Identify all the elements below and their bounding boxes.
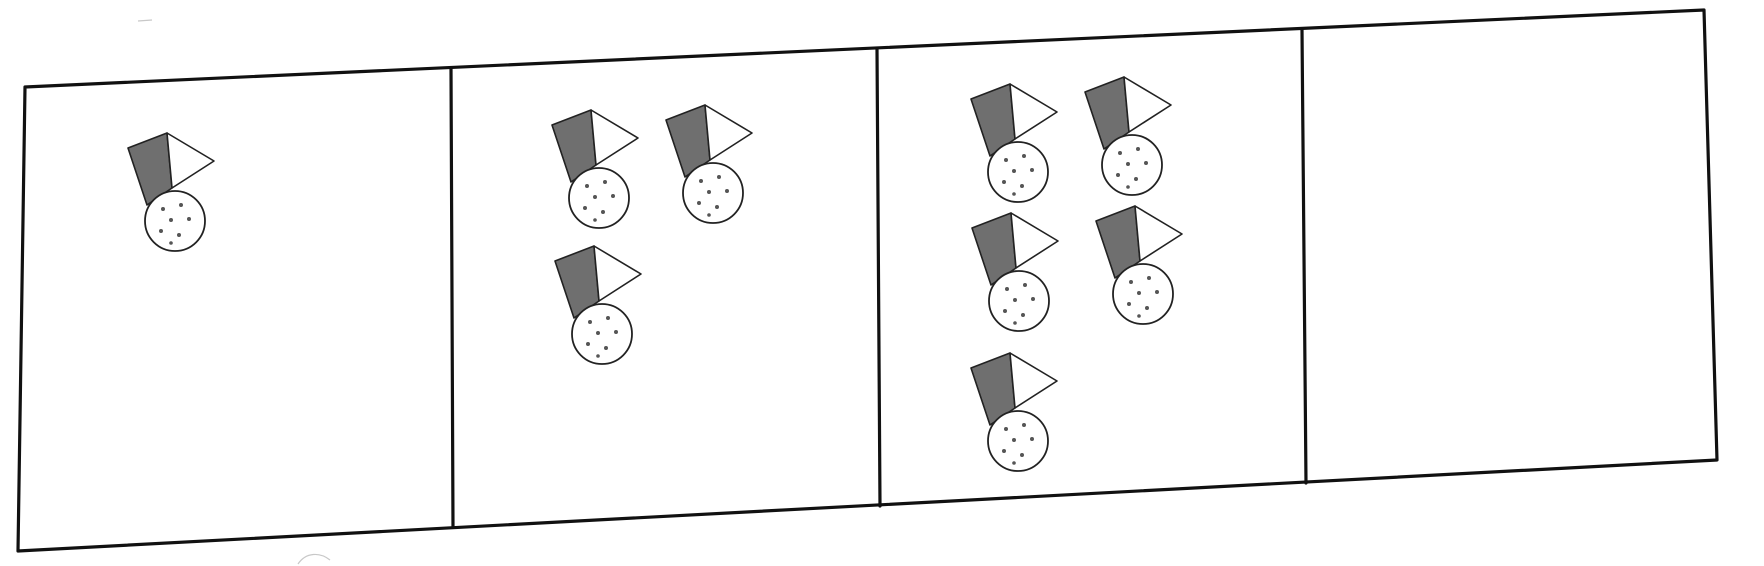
sequence-frame — [16, 8, 1719, 553]
panel-2 — [551, 104, 753, 365]
clown-figure-icon — [971, 212, 1059, 332]
scan-mark — [297, 553, 331, 565]
panel-divider — [449, 66, 455, 529]
clown-figure-icon — [554, 245, 642, 365]
panel-divider — [1300, 28, 1308, 485]
clown-figure-icon — [127, 132, 215, 252]
clown-figure-icon — [1084, 76, 1172, 196]
panel-3 — [970, 76, 1183, 472]
clown-figure-icon — [970, 352, 1058, 472]
clown-figure-icon — [970, 83, 1058, 203]
clown-figure-icon — [665, 104, 753, 224]
panel-1 — [127, 132, 215, 252]
clown-figure-icon — [551, 109, 639, 229]
clown-figure-icon — [1095, 205, 1183, 325]
panel-divider — [875, 47, 882, 508]
scan-mark — [137, 19, 153, 22]
